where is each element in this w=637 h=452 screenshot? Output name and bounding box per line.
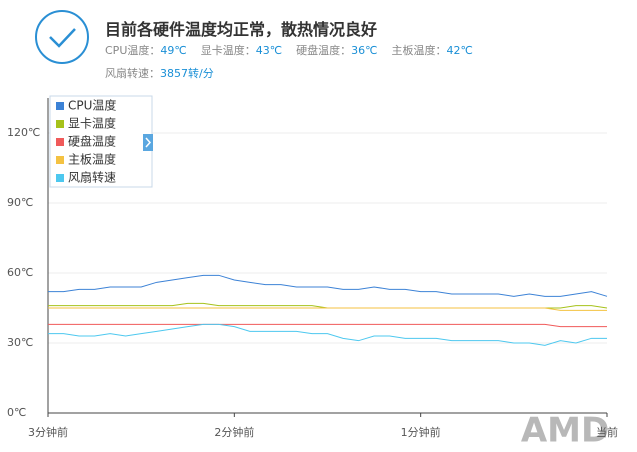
legend-item[interactable]: CPU温度 bbox=[56, 98, 116, 113]
stat-label: 主板温度： bbox=[391, 44, 447, 57]
stats: CPU温度：49℃ 显卡温度：43℃ 硬盘温度：36℃ 主板温度：42℃ bbox=[105, 42, 487, 58]
x-tick-label: 1分钟前 bbox=[401, 425, 441, 439]
y-tick-label: 30℃ bbox=[7, 336, 33, 349]
legend-swatch bbox=[56, 156, 64, 164]
series-line bbox=[48, 323, 607, 328]
legend-swatch bbox=[56, 102, 64, 110]
fan-stat: 风扇转速：3857转/分 bbox=[105, 65, 228, 81]
y-tick-label: 120℃ bbox=[7, 126, 40, 139]
toggle-bg bbox=[143, 134, 153, 151]
legend-item[interactable]: 硬盘温度 bbox=[56, 134, 116, 149]
legend-swatch bbox=[56, 138, 64, 146]
x-tick-label: 2分钟前 bbox=[214, 425, 254, 439]
legend-item[interactable]: 风扇转速 bbox=[56, 170, 116, 185]
x-tick-label: 当前 bbox=[596, 425, 618, 439]
legend-label: 显卡温度 bbox=[68, 116, 116, 131]
x-tick-label: 3分钟前 bbox=[28, 425, 68, 439]
series-line bbox=[48, 302, 608, 309]
stat-label: 风扇转速： bbox=[105, 67, 160, 80]
y-tick-label: 60℃ bbox=[7, 266, 33, 279]
stat-value: 49℃ bbox=[160, 44, 187, 57]
y-tick-label: 0℃ bbox=[7, 406, 26, 419]
series-line bbox=[48, 274, 608, 297]
legend-item[interactable]: 显卡温度 bbox=[56, 116, 116, 131]
legend-label: 硬盘温度 bbox=[68, 134, 116, 149]
stat-label: 显卡温度： bbox=[200, 44, 256, 57]
stat-label: 硬盘温度： bbox=[296, 44, 352, 57]
legend-label: 主板温度 bbox=[68, 152, 116, 167]
toggle-arrow bbox=[145, 137, 152, 148]
legend-swatch bbox=[56, 174, 64, 182]
y-tick-label: 90℃ bbox=[7, 196, 33, 209]
legend-label: 风扇转速 bbox=[68, 170, 116, 185]
series-line bbox=[48, 323, 607, 346]
status-icon bbox=[35, 10, 89, 64]
legend-swatch bbox=[56, 120, 64, 128]
legend-label: CPU温度 bbox=[68, 98, 116, 113]
stat-value: 3857转/分 bbox=[160, 67, 214, 80]
legend-toggle[interactable] bbox=[143, 134, 153, 151]
watermark: AMD bbox=[521, 411, 609, 451]
stat-value: 36℃ bbox=[351, 44, 378, 57]
series-line bbox=[48, 307, 607, 311]
stat-label: CPU温度： bbox=[105, 44, 161, 57]
check-mark bbox=[49, 28, 76, 48]
stat-value: 43℃ bbox=[255, 44, 283, 57]
status-title: 目前各硬件温度均正常，散热情况良好 bbox=[105, 20, 378, 39]
legend-item[interactable]: 主板温度 bbox=[56, 152, 116, 167]
stat-value: 42℃ bbox=[446, 44, 473, 57]
